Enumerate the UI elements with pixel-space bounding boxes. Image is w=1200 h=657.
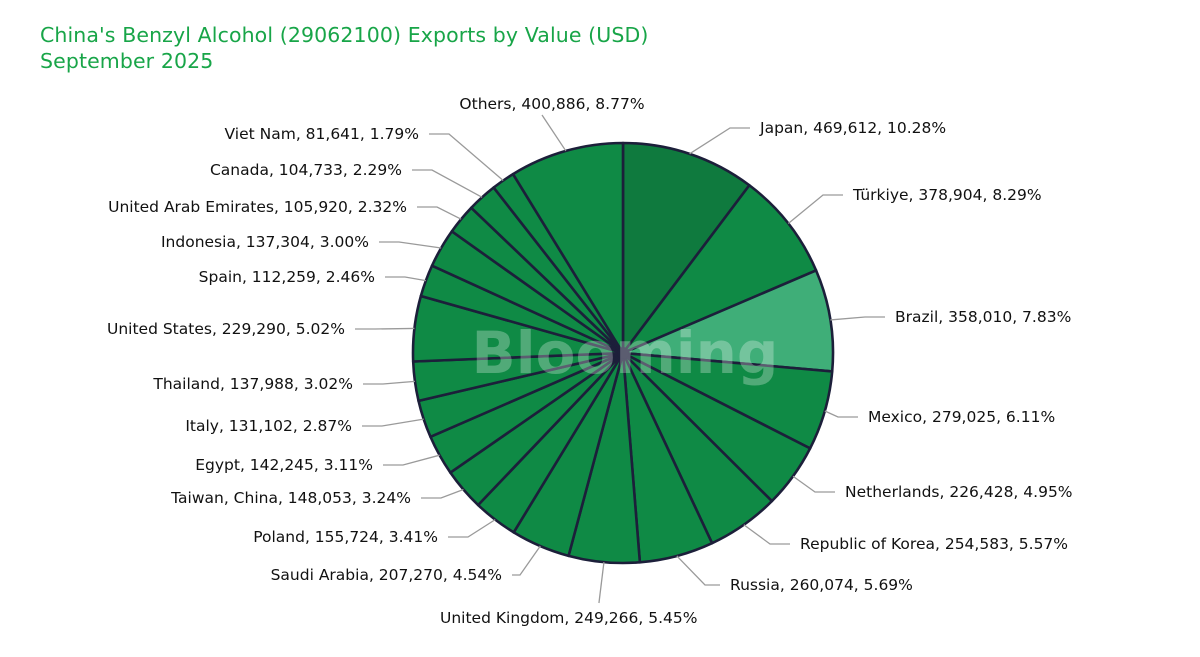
leader-line [512,545,541,576]
slice-label: Egypt, 142,245, 3.11% [195,456,373,474]
slice-label: Thailand, 137,988, 3.02% [152,375,353,393]
slice-label: Japan, 469,612, 10.28% [759,119,946,137]
slice-label: United Arab Emirates, 105,920, 2.32% [108,198,407,216]
leader-line [830,316,885,321]
slice-label: Poland, 155,724, 3.41% [253,528,438,546]
leader-line [421,488,464,499]
slice-label: Republic of Korea, 254,583, 5.57% [800,535,1068,553]
slice-label: Others, 400,886, 8.77% [459,95,644,113]
title-line-2: September 2025 [40,49,214,73]
slice-label: Brazil, 358,010, 7.83% [895,308,1071,326]
slice-label: Indonesia, 137,304, 3.00% [161,233,369,251]
slice-label: Spain, 112,259, 2.46% [199,268,375,286]
slice-label: Türkiye, 378,904, 8.29% [852,186,1042,204]
leader-line [448,519,496,538]
pie-slices [411,141,835,565]
leader-line [379,241,442,249]
pie-slice-brazil [621,269,835,373]
leader-line [417,206,462,220]
slice-label: Italy, 131,102, 2.87% [185,417,352,435]
watermark: Blooming [472,319,779,387]
leader-line [689,127,750,155]
slice-label: Viet Nam, 81,641, 1.79% [225,125,419,143]
slice-label: United Kingdom, 249,266, 5.45% [440,609,697,627]
leader-line [385,276,426,282]
chart-title: China's Benzyl Alcohol (29062100) Export… [40,22,648,74]
leader-lines [355,114,885,604]
leader-line [362,418,424,427]
slice-label: Russia, 260,074, 5.69% [730,576,913,594]
slice-label: Canada, 104,733, 2.29% [210,161,402,179]
pie-center [617,347,629,359]
leader-line [383,454,440,466]
leader-line [792,475,835,493]
slice-label: Taiwan, China, 148,053, 3.24% [170,489,411,507]
leader-line [676,555,720,586]
title-line-1: China's Benzyl Alcohol (29062100) Export… [40,23,649,47]
slice-labels: Japan, 469,612, 10.28% Türkiye, 378,904, … [107,95,1073,627]
slice-label: Netherlands, 226,428, 4.95% [845,483,1073,501]
leader-line [787,194,843,224]
leader-line [429,133,504,182]
slice-label: Mexico, 279,025, 6.11% [868,408,1055,426]
leader-line [363,380,415,385]
leader-line [824,410,858,418]
leader-line [743,524,790,545]
leader-line [355,327,415,330]
slice-label: Saudi Arabia, 207,270, 4.54% [271,566,502,584]
slice-label: United States, 229,290, 5.02% [107,320,345,338]
leader-line [598,562,605,604]
leader-line [541,114,567,152]
leader-line [412,169,483,198]
